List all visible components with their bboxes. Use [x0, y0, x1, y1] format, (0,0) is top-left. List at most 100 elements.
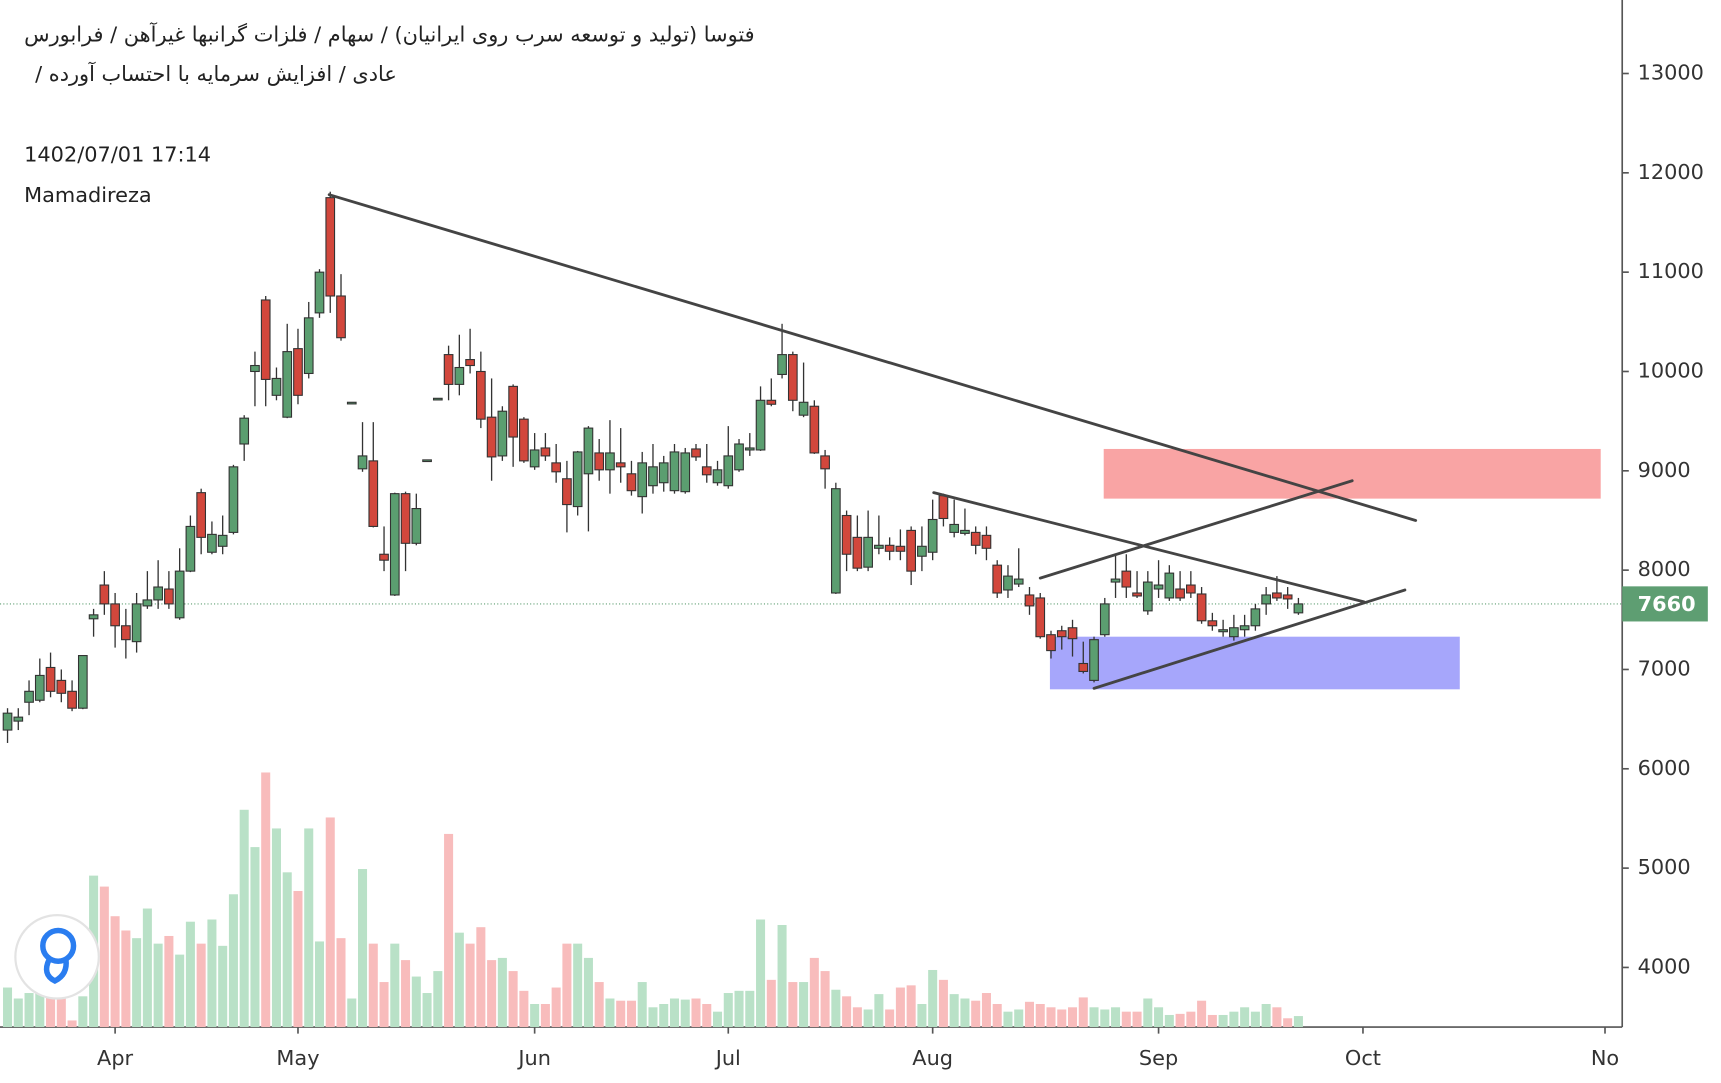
- volume-bar: [1293, 1016, 1303, 1028]
- candle-body: [314, 271, 325, 314]
- volume-bar: [799, 982, 809, 1028]
- volume-bar: [1261, 1003, 1271, 1028]
- chart-title: فتوسا (تولید و توسعه سرب روی ایرانیان) /…: [24, 23, 755, 48]
- volume-bar: [734, 990, 744, 1028]
- volume-bar: [842, 996, 852, 1028]
- volume-bar: [476, 927, 486, 1028]
- candle-body: [1261, 594, 1271, 605]
- volume-bar: [250, 847, 260, 1028]
- volume-bar: [648, 1007, 658, 1028]
- x-tick-label: Apr: [97, 1046, 133, 1070]
- volume-bar: [863, 1009, 873, 1028]
- volume-bar: [293, 890, 303, 1028]
- candle-body: [626, 473, 637, 492]
- candle-body: [24, 690, 34, 703]
- candle-body: [1164, 572, 1175, 599]
- candle-body: [153, 586, 163, 601]
- candle-body: [540, 447, 551, 457]
- candle-body: [1067, 627, 1078, 640]
- volume-bar: [1078, 997, 1088, 1028]
- candle-body: [207, 533, 217, 553]
- y-tick-label: 7000: [1638, 656, 1691, 680]
- candle-body: [303, 317, 314, 375]
- candle-body: [1046, 634, 1056, 652]
- candle-body: [1218, 629, 1228, 633]
- candle-body: [217, 534, 228, 547]
- candle-body: [615, 462, 626, 468]
- volume-bar: [497, 957, 507, 1028]
- volume-bar: [519, 990, 529, 1028]
- candle-body: [583, 427, 594, 475]
- candle-body: [1196, 593, 1207, 622]
- candle-body: [196, 492, 207, 538]
- trend-line: [1038, 479, 1354, 580]
- candle-body: [497, 410, 508, 457]
- candle-body: [1013, 578, 1024, 585]
- candle-body: [605, 452, 615, 471]
- volume-bar: [1164, 1014, 1174, 1028]
- candle-body: [293, 348, 303, 396]
- candle-body: [841, 514, 852, 555]
- volume-bar: [433, 971, 443, 1028]
- volume-bar: [379, 982, 389, 1028]
- timestamp: 1402/07/01 17:14: [24, 142, 212, 167]
- candle-body: [960, 529, 970, 534]
- volume-bar: [1035, 1003, 1045, 1028]
- volume-bar: [110, 916, 120, 1028]
- volume-bar: [1067, 1007, 1078, 1028]
- volume-bar: [228, 894, 238, 1028]
- volume-bar: [831, 989, 841, 1028]
- candle-body: [228, 466, 239, 533]
- candle-body: [658, 462, 669, 484]
- volume-bar: [540, 1003, 550, 1028]
- volume-bar: [616, 1000, 626, 1028]
- candle-body: [927, 518, 938, 553]
- y-tick-label: 12000: [1638, 160, 1704, 184]
- candle-body: [389, 493, 400, 596]
- candle-body: [1078, 662, 1089, 672]
- candle-body: [830, 488, 841, 594]
- volume-bar: [1132, 1011, 1142, 1028]
- volume-bar: [1046, 1007, 1056, 1028]
- volume-bar: [874, 994, 884, 1028]
- zone: [1103, 448, 1601, 499]
- volume-bar: [261, 772, 271, 1028]
- volume-bar: [885, 1009, 895, 1028]
- y-tick-label: 11000: [1638, 259, 1704, 283]
- volume-bar: [1024, 1001, 1035, 1028]
- trend-line: [327, 193, 1418, 522]
- candle-body: [1185, 584, 1196, 594]
- volume-bar: [605, 998, 615, 1028]
- candle-body: [99, 584, 110, 605]
- volume-bar: [1250, 1011, 1260, 1028]
- candle-body: [1024, 594, 1035, 607]
- y-tick-label: 6000: [1638, 756, 1691, 780]
- candle-body: [1110, 578, 1121, 583]
- volume-bar: [1057, 1009, 1067, 1028]
- volume-bar: [756, 919, 766, 1028]
- candle-body: [1089, 639, 1099, 681]
- candle-body: [411, 508, 422, 544]
- candle-body: [723, 455, 734, 487]
- volume-bar: [196, 943, 206, 1028]
- candle-body: [1121, 570, 1132, 588]
- candle-body: [282, 351, 293, 418]
- volume-bar: [1014, 1009, 1024, 1028]
- volume-bar: [745, 990, 755, 1028]
- volume-bar: [573, 943, 583, 1028]
- candle-body: [336, 295, 346, 339]
- candle-body: [691, 448, 701, 458]
- candle-body: [1250, 608, 1261, 627]
- candle-body: [519, 418, 529, 462]
- candles: [2, 191, 1304, 743]
- candle-body: [734, 443, 744, 471]
- volume-bar: [164, 935, 174, 1028]
- x-tick-label: May: [276, 1046, 319, 1070]
- candle-body: [680, 452, 691, 493]
- volume-bar: [368, 943, 378, 1028]
- volume-bar: [820, 971, 830, 1028]
- candle-body: [1239, 625, 1250, 631]
- volume-bar: [637, 982, 647, 1028]
- candle-body: [809, 405, 820, 454]
- volume-bar: [626, 1000, 636, 1028]
